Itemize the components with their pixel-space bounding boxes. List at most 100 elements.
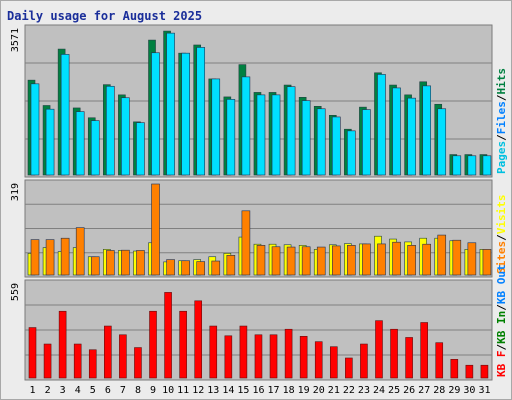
x-label-day-5: 5 (90, 385, 96, 396)
bar-sites-day-8 (136, 250, 145, 276)
bar-files-day-3 (60, 54, 70, 176)
bar-sites-day-7 (121, 249, 130, 276)
bar-kbf-day-7 (119, 334, 127, 379)
bar-files-day-30 (467, 155, 477, 176)
x-label-day-16: 16 (252, 385, 264, 396)
bar-files-day-5 (90, 120, 100, 176)
bar-sites-day-17 (271, 246, 281, 276)
bar-sites-day-28 (437, 234, 447, 276)
bar-kbf-day-15 (239, 325, 248, 379)
x-label-day-22: 22 (343, 385, 355, 396)
bar-sites-day-19 (301, 246, 311, 276)
x-label-day-1: 1 (30, 385, 36, 396)
legend-entry-kb-in: KB In (495, 311, 508, 344)
bar-sites-day-30 (467, 242, 477, 276)
bar-sites-day-5 (90, 256, 100, 276)
bar-kbf-day-20 (314, 341, 323, 379)
bar-sites-day-12 (196, 261, 206, 276)
legend-separator: / (495, 94, 508, 101)
bar-sites-day-16 (256, 245, 266, 276)
x-label-day-21: 21 (328, 385, 340, 396)
bar-sites-day-18 (286, 246, 296, 276)
bar-kbf-day-6 (104, 325, 112, 379)
bar-sites-day-14 (226, 255, 236, 276)
x-label-day-17: 17 (268, 385, 280, 396)
bar-files-day-4 (75, 111, 85, 176)
bar-kbf-day-24 (375, 320, 383, 379)
bar-sites-day-4 (75, 227, 85, 276)
bar-files-day-18 (286, 86, 296, 176)
x-label-day-2: 2 (45, 385, 51, 396)
bar-kbf-day-4 (73, 343, 82, 379)
bar-kbf-day-29 (450, 359, 459, 379)
bar-files-day-12 (196, 47, 206, 176)
legend-separator: / (495, 304, 508, 311)
bar-files-day-22 (347, 130, 356, 176)
bar-files-day-11 (181, 52, 190, 176)
ymax-label-hits-files-pages: 3571 (10, 28, 21, 52)
x-label-day-4: 4 (75, 385, 81, 396)
bar-files-day-9 (151, 52, 160, 176)
bar-files-day-14 (226, 99, 236, 176)
bar-sites-day-6 (106, 250, 115, 276)
bar-sites-day-9 (151, 183, 160, 276)
bar-files-day-28 (437, 108, 447, 176)
bar-sites-day-15 (241, 210, 251, 276)
bar-kbf-day-27 (420, 322, 428, 379)
legend-sites-visits: Sites/Visits (495, 195, 508, 275)
bar-kbf-day-9 (149, 310, 157, 379)
bar-sites-day-25 (392, 241, 401, 276)
bar-files-day-16 (256, 94, 266, 176)
bar-files-day-24 (377, 74, 386, 176)
x-label-day-10: 10 (162, 385, 174, 396)
x-label-day-11: 11 (177, 385, 189, 396)
x-label-day-24: 24 (373, 385, 385, 396)
bar-kbf-day-17 (269, 334, 278, 379)
bar-kbf-day-18 (284, 328, 293, 379)
bar-files-day-7 (121, 97, 130, 176)
x-label-day-12: 12 (192, 385, 204, 396)
bar-kbf-day-13 (209, 325, 218, 379)
ymax-label-kbytes: 559 (10, 283, 21, 301)
bar-files-day-8 (136, 122, 145, 176)
x-label-day-25: 25 (388, 385, 400, 396)
legend-entry-hits: Hits (495, 68, 508, 95)
legend-kbytes: KB F/KB In/KB Out (495, 264, 508, 377)
x-label-day-8: 8 (135, 385, 141, 396)
bar-kbf-day-31 (480, 364, 489, 379)
bar-files-day-20 (316, 108, 326, 176)
bar-kbf-day-3 (58, 310, 67, 379)
bar-sites-day-1 (30, 239, 40, 276)
legend-entry-kb-f: KB F (495, 351, 508, 378)
bar-kbf-day-10 (164, 292, 172, 379)
bar-files-day-21 (331, 116, 341, 176)
legend-separator: / (495, 134, 508, 141)
bar-kbf-day-2 (43, 343, 52, 379)
bar-files-day-13 (211, 78, 221, 176)
bar-sites-day-31 (482, 249, 492, 276)
bar-kbf-day-5 (88, 349, 97, 379)
legend-hits-files-pages: Pages/Files/Hits (495, 68, 508, 174)
legend-entry-files: Files (495, 101, 508, 134)
bar-files-day-29 (452, 155, 462, 176)
x-label-day-3: 3 (60, 385, 66, 396)
bar-kbf-day-26 (405, 337, 413, 379)
legend-entry-kb-out: KB Out (495, 264, 508, 304)
bar-sites-day-21 (331, 245, 341, 276)
bar-kbf-day-23 (360, 343, 368, 379)
x-label-day-7: 7 (120, 385, 126, 396)
x-label-day-14: 14 (222, 385, 234, 396)
legend-entry-visits: Visits (495, 195, 508, 235)
legend-entry-sites: Sites (495, 241, 508, 274)
x-label-day-19: 19 (298, 385, 310, 396)
x-label-day-18: 18 (283, 385, 295, 396)
bar-kbf-day-14 (224, 335, 233, 379)
x-label-day-30: 30 (463, 385, 475, 396)
bar-files-day-25 (392, 87, 401, 176)
legend-separator: / (495, 234, 508, 241)
bar-sites-day-3 (60, 237, 70, 276)
x-label-day-29: 29 (448, 385, 460, 396)
x-label-day-23: 23 (358, 385, 370, 396)
bar-sites-day-22 (347, 245, 356, 276)
